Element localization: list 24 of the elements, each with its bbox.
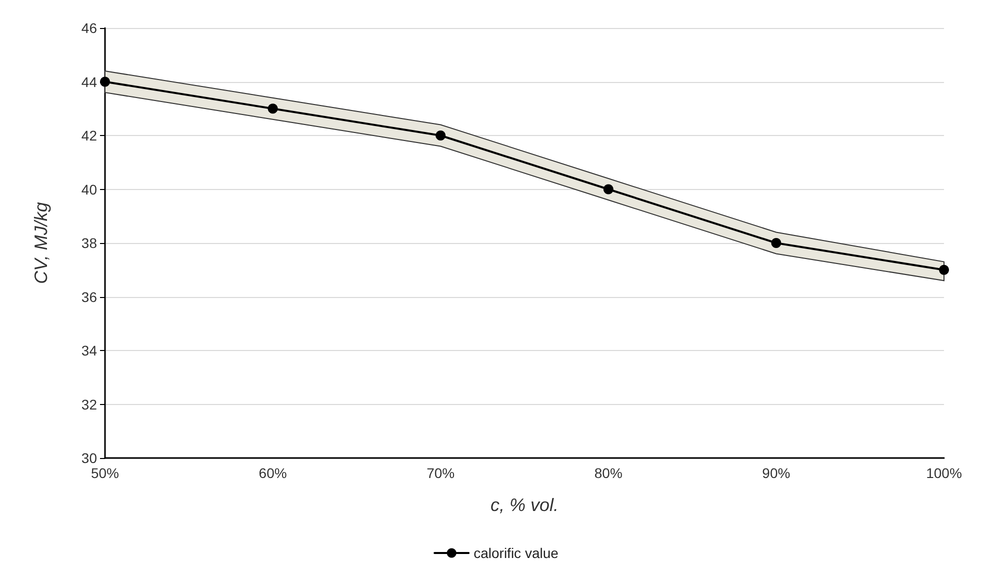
- x-tick-label: 70%: [426, 465, 455, 481]
- y-axis-title: CV, MJ/kg: [31, 202, 51, 284]
- y-tick-label: 34: [81, 342, 98, 358]
- point: [603, 184, 614, 194]
- x-axis-title: c, % vol.: [490, 495, 559, 515]
- y-tick-label: 32: [81, 396, 98, 412]
- point: [268, 104, 278, 114]
- x-tick-label: 100%: [926, 465, 962, 481]
- y-tick-label: 46: [81, 20, 98, 36]
- x-tick-label: 90%: [762, 465, 790, 481]
- x-tick-label: 50%: [90, 465, 120, 481]
- point: [939, 264, 949, 275]
- y-tick-label: 44: [81, 74, 98, 90]
- x-tick-label: 80%: [594, 465, 622, 481]
- y-tick-label: 36: [81, 288, 98, 305]
- x-tick-label: 60%: [258, 465, 287, 481]
- legend-label: calorific value: [474, 545, 559, 561]
- point: [100, 76, 110, 87]
- point: [436, 130, 446, 140]
- y-tick-label: 42: [81, 128, 98, 144]
- y-tick-label: 30: [81, 450, 98, 466]
- y-tick-label: 40: [81, 181, 98, 198]
- y-tick-label: 38: [81, 235, 98, 251]
- point: [771, 238, 782, 248]
